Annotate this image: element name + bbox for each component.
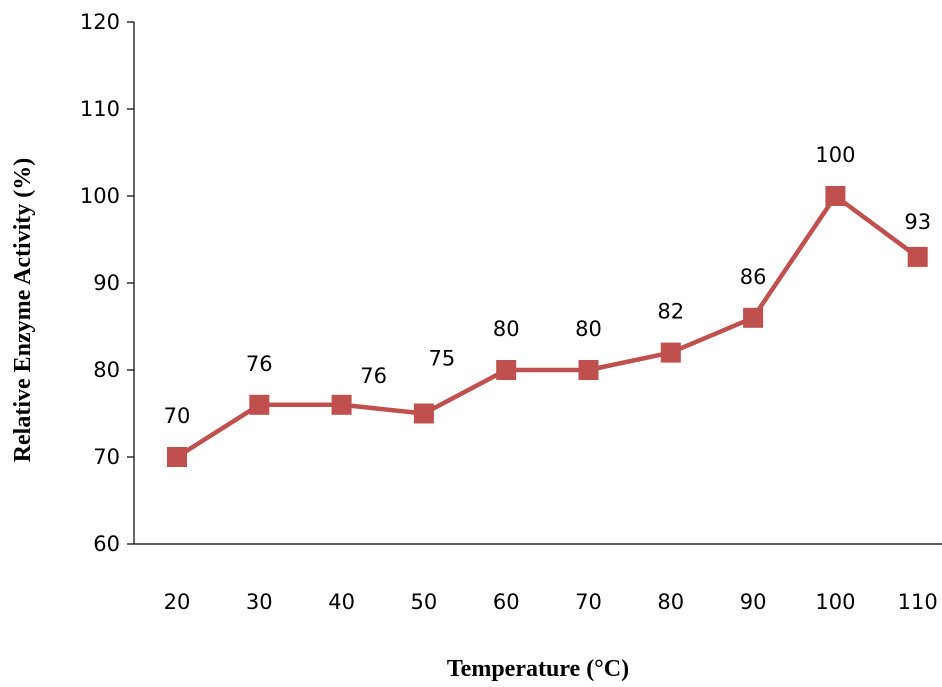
y-tick-label: 100 — [80, 184, 120, 208]
x-tick-label: 30 — [246, 590, 273, 614]
data-label: 75 — [429, 347, 456, 371]
y-tick-label: 70 — [93, 445, 120, 469]
data-label: 100 — [815, 143, 855, 167]
x-tick-label: 20 — [164, 590, 191, 614]
series-line — [175, 193, 920, 459]
x-tick-label: 60 — [493, 590, 520, 614]
y-tick-label: 120 — [80, 10, 120, 34]
y-tick-label: 90 — [93, 271, 120, 295]
x-tick-label: 40 — [328, 590, 355, 614]
x-ticks: 20 30 40 50 60 70 80 90 100 110 — [164, 590, 938, 614]
data-point-marker — [660, 342, 681, 363]
y-tick-label: 110 — [80, 97, 120, 121]
data-point-marker — [413, 403, 434, 424]
x-tick-label: 100 — [815, 590, 855, 614]
data-point-marker — [743, 307, 764, 328]
x-tick-label: 70 — [575, 590, 602, 614]
data-point-marker — [825, 186, 846, 206]
data-point-marker — [907, 246, 928, 267]
x-tick-label: 50 — [411, 590, 438, 614]
data-point-marker — [249, 394, 270, 415]
data-point-marker — [167, 447, 187, 467]
y-ticks: 60 70 80 90 100 110 120 — [80, 10, 134, 556]
y-tick-label: 80 — [93, 358, 120, 382]
data-point-marker — [578, 360, 599, 380]
data-label: 86 — [740, 265, 767, 289]
data-label: 82 — [657, 300, 684, 324]
x-tick-label: 80 — [657, 590, 684, 614]
data-label: 80 — [493, 317, 520, 341]
x-tick-label: 110 — [898, 590, 938, 614]
data-label: 76 — [360, 364, 387, 388]
data-label: 70 — [164, 404, 191, 428]
y-axis-title: Relative Enzyme Activity (%) — [10, 158, 36, 463]
data-label: 76 — [246, 352, 273, 376]
data-label: 93 — [904, 210, 931, 234]
y-tick-label: 60 — [93, 532, 120, 556]
data-point-marker — [331, 394, 352, 415]
axes — [133, 22, 942, 545]
data-point-marker — [496, 360, 517, 380]
data-label: 80 — [575, 317, 602, 341]
x-tick-label: 90 — [740, 590, 767, 614]
x-axis-title: Temperature (°C) — [447, 656, 629, 682]
series-layer: 70 76 76 75 80 80 82 86 100 93 — [164, 143, 931, 467]
